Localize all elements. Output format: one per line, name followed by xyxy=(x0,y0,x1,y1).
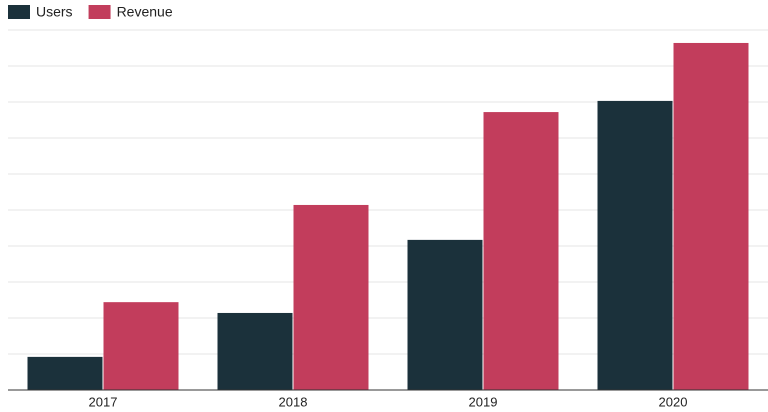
bar xyxy=(103,302,179,390)
x-tick-label: 2017 xyxy=(89,394,118,409)
legend-swatch xyxy=(8,5,30,19)
bar xyxy=(293,204,369,390)
bar xyxy=(597,100,673,391)
x-tick-label: 2020 xyxy=(659,394,688,409)
x-tick-label: 2019 xyxy=(469,394,498,409)
bar xyxy=(217,312,293,390)
x-tick-label: 2018 xyxy=(279,394,308,409)
legend-label: Users xyxy=(36,4,73,20)
legend-swatch xyxy=(88,5,111,19)
bar xyxy=(27,356,103,390)
bar xyxy=(673,42,749,391)
legend-label: Revenue xyxy=(117,4,173,20)
bar xyxy=(407,239,483,390)
bar xyxy=(483,112,559,390)
legend: Users Revenue xyxy=(8,4,173,20)
